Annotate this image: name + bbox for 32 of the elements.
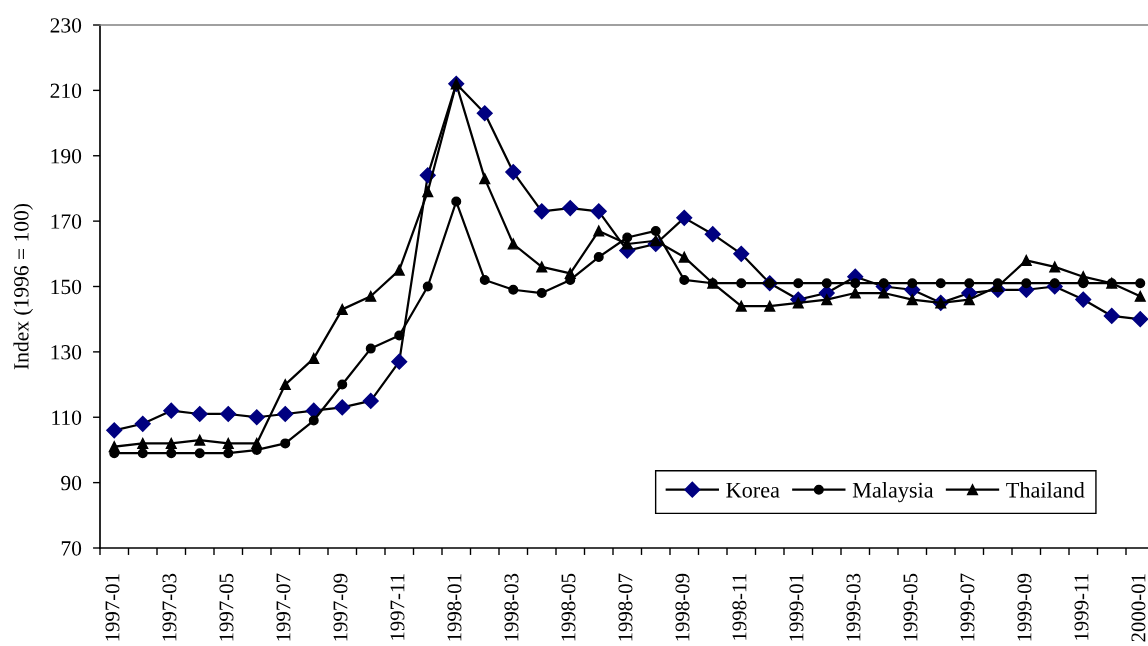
x-tick-label: 1998-11 (732, 574, 747, 640)
legend-label: Korea (726, 482, 780, 498)
x-tick-label: 1998-05 (561, 573, 576, 641)
y-tick-label: 210 (50, 83, 82, 99)
legend-label: Malaysia (852, 482, 934, 503)
x-tick-label: 1998-03 (504, 573, 519, 641)
x-tick-label: 1997-09 (333, 573, 348, 641)
x-tick-label: 1997-03 (162, 573, 177, 641)
y-tick-label: 110 (52, 410, 82, 425)
x-tick-label: 1999-05 (903, 573, 918, 641)
x-tick-label: 1999-03 (846, 573, 861, 641)
legend-label: Thailand (1006, 482, 1085, 498)
x-tick-label: 1999-01 (789, 574, 804, 641)
y-tick-label: 90 (61, 475, 82, 491)
y-tick-label: 190 (51, 148, 82, 164)
x-tick-label: 1999-11 (1074, 574, 1089, 640)
x-tick-label: 1997-01 (105, 574, 120, 641)
x-tick-label: 1997-07 (276, 573, 291, 641)
x-tick-label: 1997-11 (390, 574, 405, 640)
y-tick-label: 230 (50, 18, 82, 33)
x-tick-label: 2000-01 (1131, 574, 1146, 642)
x-tick-label: 1998-09 (675, 573, 690, 641)
y-tick-label: 170 (51, 214, 82, 229)
x-tick-label: 1999-07 (960, 573, 975, 641)
x-tick-label: 1999-09 (1017, 573, 1032, 641)
y-tick-label: 150 (51, 279, 82, 295)
y-axis-title: Index (1996 = 100) (13, 203, 33, 370)
x-tick-label: 1998-07 (618, 573, 633, 641)
x-tick-label: 1998-01 (447, 574, 462, 641)
y-tick-label: 130 (51, 345, 82, 360)
y-tick-label: 70 (61, 541, 82, 556)
x-tick-label: 1997-05 (219, 573, 234, 641)
